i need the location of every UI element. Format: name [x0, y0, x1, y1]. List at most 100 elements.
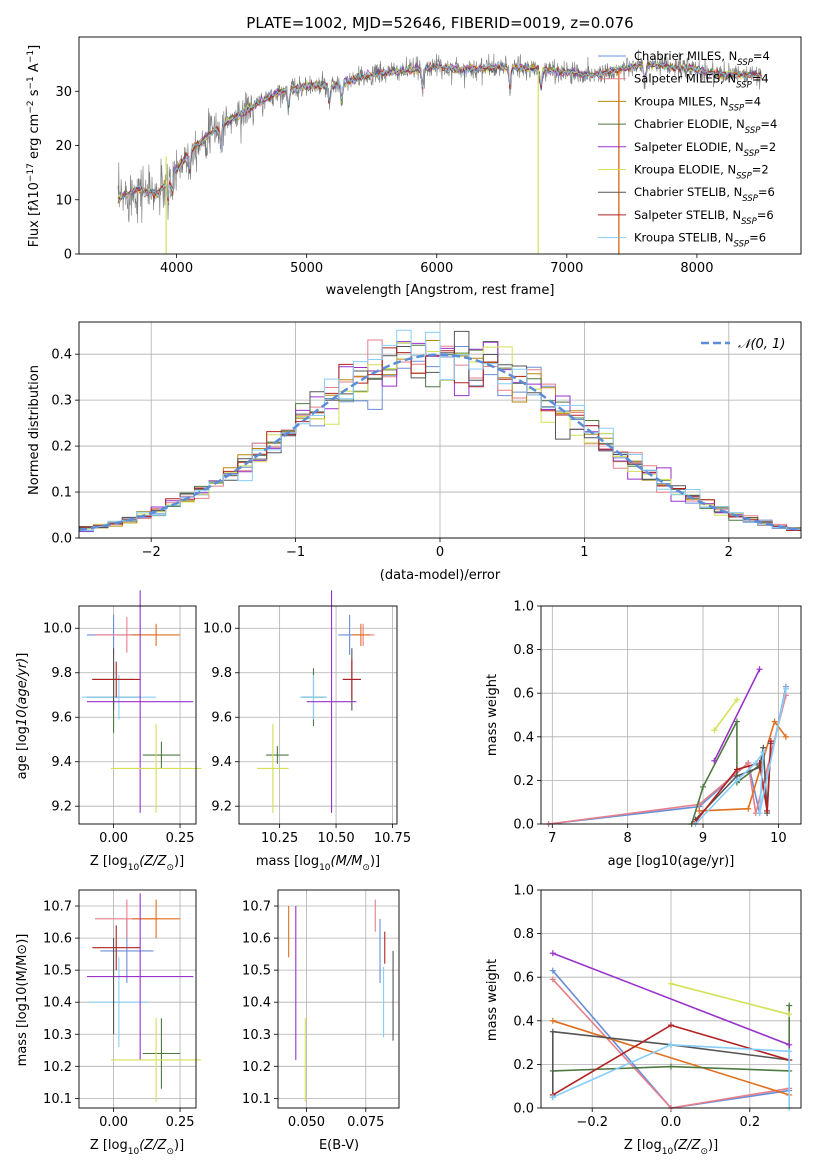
- y-tick-label: 9.2: [211, 800, 232, 815]
- x-tick-label: 9: [699, 831, 707, 846]
- legend-label-tail: =6: [758, 185, 775, 199]
- x-axis-label-end: )]: [174, 854, 184, 869]
- legend-label-sub: SSP: [736, 172, 752, 182]
- y-axis-label-part: erg cm: [27, 114, 42, 163]
- x-axis-label: Z [log10(Z/Z⊙)]: [624, 1138, 718, 1157]
- series-line-5: [713, 699, 738, 731]
- legend-label-sub: SSP: [744, 149, 760, 159]
- legend-label-main: Kroupa STELIB, N: [634, 231, 734, 245]
- series-line-8: [552, 1043, 791, 1108]
- y-tick-label: 9.6: [51, 711, 72, 726]
- x-axis-label-sun-sub: ⊙: [166, 1147, 174, 1157]
- legend-label-main: Chabrier STELIB, N: [634, 185, 742, 199]
- legend-label-tail: =6: [757, 208, 774, 222]
- legend-label: Chabrier MILES, NSSP=4: [634, 49, 770, 68]
- x-tick-label: 7: [548, 831, 556, 846]
- x-tick-label: 2: [725, 545, 733, 560]
- legend-label-main: Chabrier ELODIE, N: [634, 117, 745, 131]
- x-axis-label: (data-model)/error: [380, 568, 501, 583]
- y-axis-label-part: 10: [27, 182, 42, 199]
- axes: 0.00 0.25 10.1 10.2 10.3 10.4 10.5 10.6 10.7: [43, 890, 202, 1130]
- x-axis-label-sun-sub: ⊙: [166, 863, 174, 873]
- weight-vs-age-panel: 7 8 9 10 0.0 0.2 0.4 0.6 0.8 1.0 age [log10(age/yr…: [485, 600, 802, 869]
- x-tick-label: 7000: [550, 261, 583, 276]
- residual-histogram-panel: −2 −1 0 1 2 0.0 0.1 0.2 0.3 0.4 𝒩(0, 1) (data-mode…: [27, 321, 802, 583]
- y-tick-label: 0.8: [513, 927, 534, 942]
- axes: −2 −1 0 1 2 0.0 0.1 0.2 0.3 0.4: [51, 322, 802, 560]
- y-tick-label: 1.0: [513, 884, 534, 899]
- x-axis-label: Z [log10(Z/Z⊙)]: [90, 1138, 184, 1157]
- error-bars: [86, 893, 202, 1102]
- y-axis-label: mass weight: [485, 959, 500, 1041]
- legend-label-main: Salpeter STELIB, N: [634, 208, 741, 222]
- legend-label-main: Kroupa ELODIE, N: [634, 163, 736, 177]
- mass-vs-metallicity-panel: 0.00 0.25 10.1 10.2 10.3 10.4 10.5 10.6 10.7 Z [l…: [15, 889, 202, 1157]
- histogram-series-8: [79, 329, 801, 531]
- legend-label-sub: SSP: [742, 194, 758, 204]
- x-tick-label: 5000: [290, 261, 323, 276]
- legend-label-sub: SSP: [736, 81, 752, 91]
- axes: 4000 5000 6000 7000 8000 0 10 20 30: [55, 49, 763, 276]
- x-axis-label-sub: 10: [662, 1147, 674, 1157]
- y-tick-label: 10.0: [43, 622, 72, 637]
- x-tick-label: −1: [286, 545, 305, 560]
- x-axis-label-tail: (Z/Z: [139, 854, 167, 869]
- y-axis-label-part: age [log: [15, 726, 30, 779]
- y-tick-label: 9.4: [51, 755, 72, 770]
- legend-label-sub: SSP: [734, 240, 750, 250]
- x-axis-label-tail: (M/M: [331, 854, 363, 869]
- y-tick-label: 10: [55, 193, 72, 208]
- x-tick-label: 6000: [420, 261, 453, 276]
- y-tick-label: 10.7: [242, 900, 271, 915]
- axes: 7 8 9 10 0.0 0.2 0.4 0.6 0.8 1.0: [513, 600, 801, 846]
- series-line-1: [548, 695, 787, 825]
- x-tick-label: 4000: [160, 261, 193, 276]
- series-lines: [545, 666, 789, 827]
- series-line-4: [552, 952, 790, 1046]
- legend-label: Salpeter STELIB, NSSP=6: [634, 208, 774, 227]
- y-tick-label: 20: [55, 139, 72, 154]
- axes: 0.00 0.25 9.2 9.4 9.6 9.8 10.0: [43, 590, 202, 846]
- x-tick-label: 0.00: [99, 1115, 128, 1130]
- legend-label-main: Salpeter ELODIE, N: [634, 140, 744, 154]
- y-axis-label-part: ]: [27, 45, 42, 50]
- series-line-2: [699, 719, 787, 812]
- y-tick-label: 0.1: [51, 486, 72, 501]
- x-axis-label-sub: 10: [128, 863, 140, 873]
- y-tick-label: 0.0: [51, 532, 72, 547]
- y-tick-label: 9.4: [211, 755, 232, 770]
- y-tick-label: 9.8: [211, 666, 232, 681]
- legend-label-tail: =4: [744, 94, 761, 108]
- legend-label-main: Kroupa MILES, N: [634, 94, 729, 108]
- y-tick-label: 0.0: [513, 818, 534, 833]
- y-tick-label: 0.6: [513, 971, 534, 986]
- y-axis-label: age [log10(age/yr)]: [15, 653, 30, 780]
- y-tick-label: 10.7: [43, 900, 72, 915]
- legend-label-tail: =4: [752, 72, 769, 86]
- y-tick-label: 0.2: [513, 774, 534, 789]
- y-tick-label: 10.1: [242, 1092, 271, 1107]
- x-tick-label: 0.25: [166, 1115, 195, 1130]
- histogram-steps: [78, 329, 802, 533]
- axes-frame: [78, 605, 197, 825]
- series-line-8: [694, 688, 787, 825]
- legend-label: Kroupa MILES, NSSP=4: [634, 94, 761, 113]
- series-line-2: [552, 1020, 790, 1096]
- axes-frame: [78, 36, 802, 255]
- legend-label: Kroupa STELIB, NSSP=6: [634, 231, 766, 250]
- y-tick-label: 30: [55, 85, 72, 100]
- y-tick-label: 10.2: [43, 1060, 72, 1075]
- x-axis-label-main: mass [log: [256, 854, 319, 869]
- x-axis-label: age [log10(age/yr)]: [608, 854, 735, 869]
- legend-label-sub: SSP: [745, 126, 761, 136]
- x-tick-label: 10.75: [374, 831, 411, 846]
- x-axis-label-sub: 10: [128, 1147, 140, 1157]
- x-tick-label: 8000: [680, 261, 713, 276]
- y-tick-label: 0.8: [513, 643, 534, 658]
- normal-curve: [78, 353, 802, 532]
- y-tick-label: 10.0: [203, 622, 232, 637]
- x-tick-label: 0: [436, 545, 444, 560]
- spectrum-panel: PLATE=1002, MJD=52646, FIBERID=0019, z=0…: [26, 14, 802, 298]
